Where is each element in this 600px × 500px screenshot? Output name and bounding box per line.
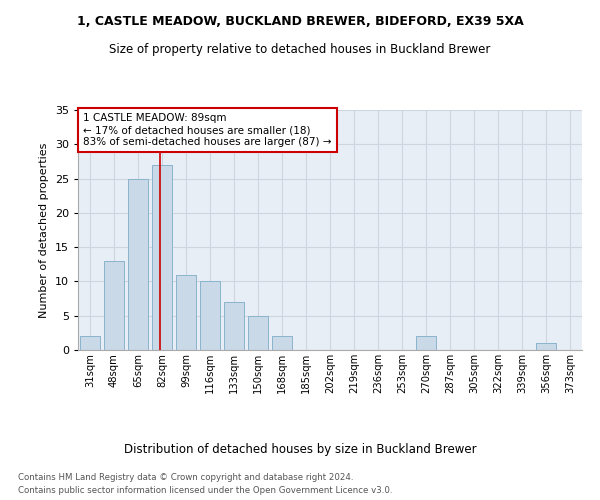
Text: 1 CASTLE MEADOW: 89sqm
← 17% of detached houses are smaller (18)
83% of semi-det: 1 CASTLE MEADOW: 89sqm ← 17% of detached… [83, 114, 331, 146]
Bar [104, 261, 124, 350]
Bar [248, 316, 268, 350]
Bar [224, 302, 244, 350]
Bar [152, 165, 172, 350]
Text: Distribution of detached houses by size in Buckland Brewer: Distribution of detached houses by size … [124, 442, 476, 456]
Text: Size of property relative to detached houses in Buckland Brewer: Size of property relative to detached ho… [109, 42, 491, 56]
Bar [128, 178, 148, 350]
Bar [80, 336, 100, 350]
Bar [416, 336, 436, 350]
Text: 1, CASTLE MEADOW, BUCKLAND BREWER, BIDEFORD, EX39 5XA: 1, CASTLE MEADOW, BUCKLAND BREWER, BIDEF… [77, 15, 523, 28]
Text: Contains HM Land Registry data © Crown copyright and database right 2024.: Contains HM Land Registry data © Crown c… [18, 472, 353, 482]
Bar [176, 274, 196, 350]
Y-axis label: Number of detached properties: Number of detached properties [39, 142, 49, 318]
Bar [536, 343, 556, 350]
Bar [272, 336, 292, 350]
Bar [200, 282, 220, 350]
Text: Contains public sector information licensed under the Open Government Licence v3: Contains public sector information licen… [18, 486, 392, 495]
